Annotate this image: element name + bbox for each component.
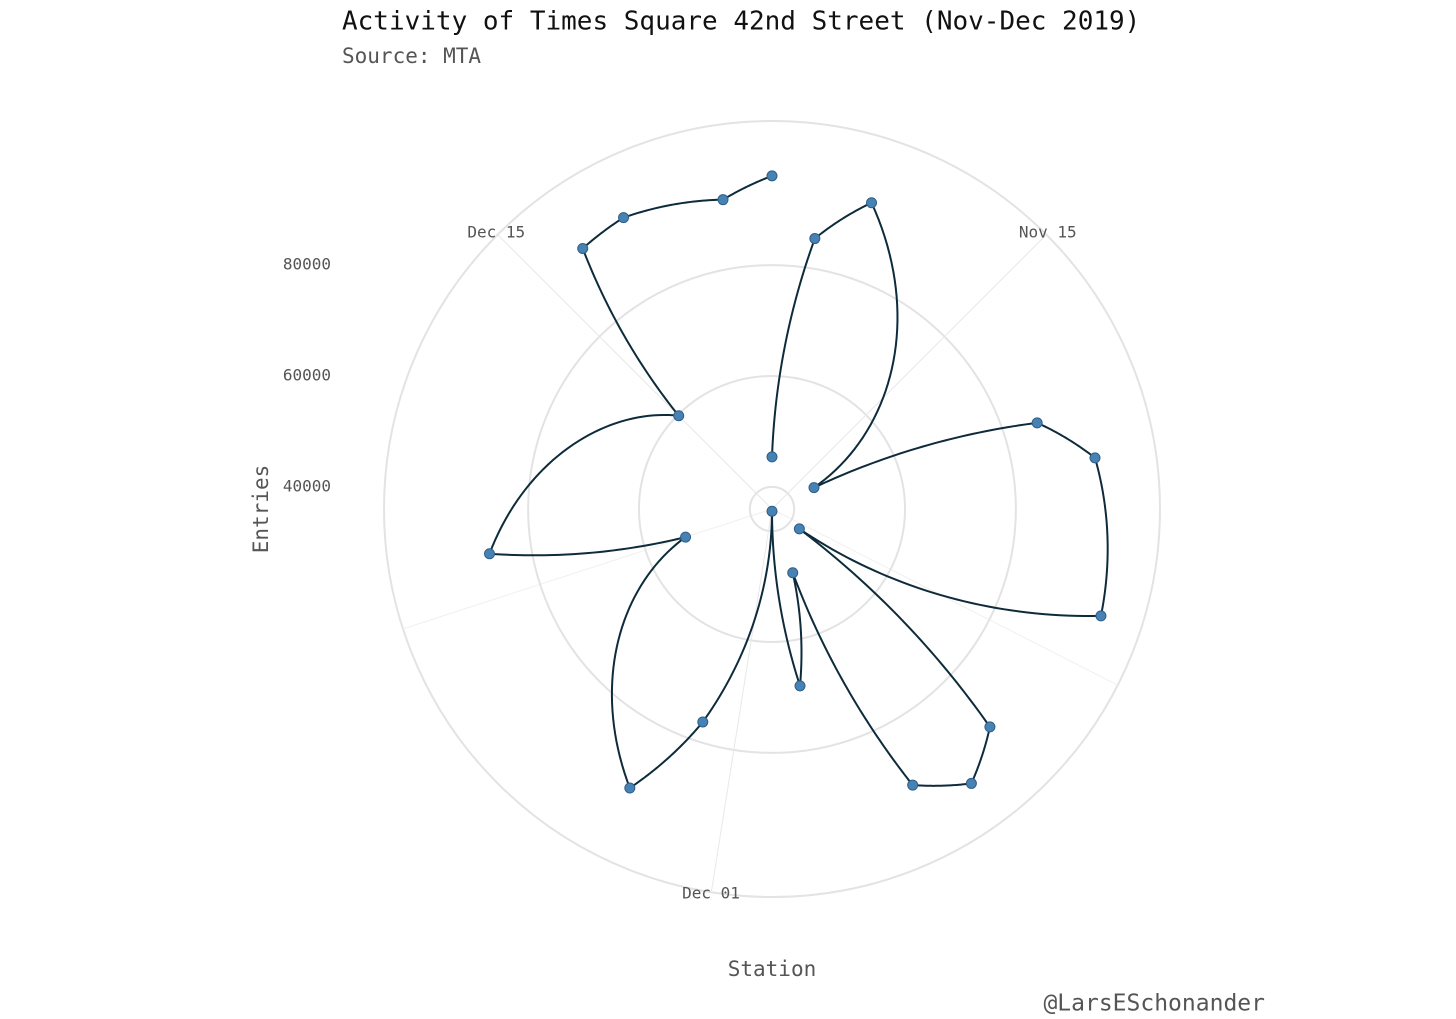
point xyxy=(1095,610,1107,622)
line-segment xyxy=(489,536,686,557)
x-tick-label: Dec 15 xyxy=(467,223,525,242)
line-segment xyxy=(582,216,625,250)
line-segment xyxy=(581,248,680,417)
point xyxy=(717,194,729,206)
panel-border xyxy=(383,120,1161,898)
point xyxy=(624,782,636,794)
grid-spoke xyxy=(497,234,773,510)
point xyxy=(794,680,806,692)
point xyxy=(1089,452,1101,464)
grid-spoke xyxy=(710,508,773,893)
point xyxy=(809,233,821,245)
point xyxy=(766,505,778,517)
point xyxy=(766,170,778,182)
caption: @LarsESchonander xyxy=(1043,991,1265,1017)
line-segment xyxy=(722,174,773,201)
line-segment xyxy=(701,511,773,723)
line-segment xyxy=(791,572,914,786)
y-axis-title: Entries xyxy=(249,465,273,554)
point xyxy=(984,721,996,733)
line-segment xyxy=(610,536,687,789)
point xyxy=(697,716,709,728)
line-segment xyxy=(1094,457,1109,617)
line-segment xyxy=(623,198,724,219)
point xyxy=(907,779,919,791)
point xyxy=(577,242,589,254)
line-segment xyxy=(771,238,816,457)
chart-title: Activity of Times Square 42nd Street (No… xyxy=(342,7,1140,37)
x-tick-label: Dec 01 xyxy=(682,884,740,903)
point xyxy=(618,212,630,224)
point xyxy=(808,482,820,494)
line-segment xyxy=(814,201,872,240)
line-segment xyxy=(791,572,803,686)
point xyxy=(680,531,692,543)
point xyxy=(793,523,805,535)
point xyxy=(1031,417,1043,429)
point xyxy=(965,777,977,789)
chart-subtitle: Source: MTA xyxy=(342,44,481,68)
line-segment xyxy=(798,528,991,728)
line-segment xyxy=(912,782,972,787)
point xyxy=(787,567,799,579)
line-segment xyxy=(970,726,991,784)
line-segment xyxy=(629,721,704,789)
x-axis-title: Station xyxy=(728,957,817,981)
point xyxy=(866,197,878,209)
grid-spoke xyxy=(771,234,1047,510)
line-segment xyxy=(771,511,801,687)
grid-circle xyxy=(637,374,907,644)
line-segment xyxy=(813,421,1038,489)
grid-circle xyxy=(527,264,1017,754)
minor-spoke xyxy=(402,508,773,630)
line-segment xyxy=(488,413,679,555)
x-tick-label: Nov 15 xyxy=(1019,223,1077,242)
point xyxy=(673,410,685,422)
point xyxy=(484,548,496,560)
line-segment xyxy=(813,202,899,489)
y-tick-label: 80000 xyxy=(283,255,331,274)
line-segment xyxy=(1036,421,1096,459)
y-tick-label: 60000 xyxy=(283,365,331,384)
line-segment xyxy=(798,528,1101,617)
point xyxy=(766,451,778,463)
y-tick-label: 40000 xyxy=(283,476,331,495)
